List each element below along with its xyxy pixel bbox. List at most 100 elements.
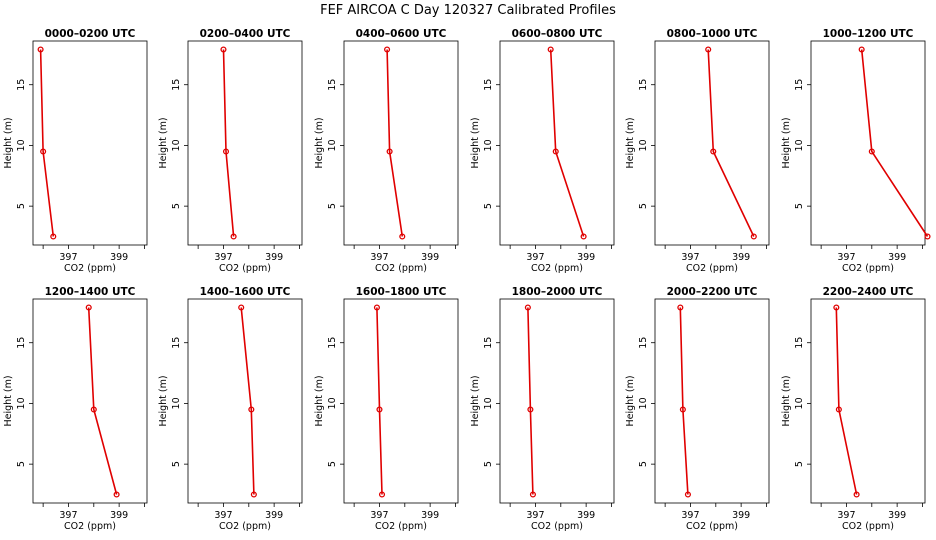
data-point [113, 491, 120, 498]
y-axis-label: Height (m) [314, 117, 325, 168]
x-axis-label: CO2 (ppm) [375, 521, 427, 532]
data-point [238, 304, 245, 311]
panel-title: 1400–1600 UTC [200, 286, 291, 298]
data-point [40, 148, 47, 155]
y-tick-label: 15 [638, 337, 649, 349]
x-tick-label: 397 [370, 510, 388, 521]
plot-frame [810, 40, 926, 246]
y-axis-label: Height (m) [3, 117, 14, 168]
y-tick-label: 15 [483, 79, 494, 91]
profile-line [549, 49, 585, 237]
profile-line [707, 49, 755, 237]
data-point [710, 148, 717, 155]
profile-line [527, 307, 534, 495]
plot-frame [654, 40, 770, 246]
data-point [399, 233, 406, 240]
y-tick-label: 10 [327, 397, 338, 409]
profile-line [39, 49, 55, 237]
x-tick-label: 397 [370, 252, 388, 263]
y-tick-label: 5 [16, 461, 27, 467]
chart-panel: 1000–1200 UTC 397 399 5 10 15 CO2 (ppm) Height … [781, 28, 931, 274]
data-point [50, 233, 57, 240]
panel-title: 1800–2000 UTC [512, 286, 603, 298]
profile-line [376, 307, 383, 495]
data-point [705, 46, 712, 53]
x-tick-label: 399 [888, 510, 906, 521]
y-tick-label: 5 [16, 203, 27, 209]
data-point [853, 491, 860, 498]
y-tick-label: 10 [327, 139, 338, 151]
y-tick-label: 15 [16, 337, 27, 349]
data-point [384, 46, 391, 53]
x-tick-label: 397 [837, 252, 855, 263]
x-tick-label: 399 [577, 510, 595, 521]
chart-panel: 2000–2200 UTC 397 399 5 10 15 CO2 (ppm) Height … [625, 286, 770, 532]
profile-line [240, 307, 255, 495]
data-point [378, 491, 386, 498]
y-tick-label: 5 [171, 203, 182, 209]
data-point [220, 46, 227, 53]
y-tick-label: 15 [794, 79, 805, 91]
y-axis-label: Height (m) [781, 375, 792, 426]
chart-panel: 0200–0400 UTC 397 399 5 10 15 CO2 (ppm) Height … [158, 28, 303, 274]
y-tick-label: 5 [171, 461, 182, 467]
y-axis-label: Height (m) [625, 375, 636, 426]
data-point [222, 148, 230, 155]
profile-line [860, 49, 929, 237]
chart-panel: 1200–1400 UTC 397 399 5 10 15 CO2 (ppm) Height … [3, 286, 148, 532]
data-point [85, 304, 92, 311]
x-tick-label: 397 [681, 510, 699, 521]
y-tick-label: 10 [171, 139, 182, 151]
y-axis-label: Height (m) [158, 117, 169, 168]
plot-frame [343, 298, 459, 504]
x-tick-label: 397 [526, 510, 544, 521]
y-tick-label: 5 [327, 461, 338, 467]
panel-grid: 0000–0200 UTC 397 399 5 10 15 CO2 (ppm) Height … [3, 28, 931, 532]
panel-title: 0400–0600 UTC [356, 28, 447, 40]
x-tick-label: 397 [59, 252, 77, 263]
y-axis-label: Height (m) [781, 117, 792, 168]
profile-line [386, 49, 404, 237]
y-tick-label: 10 [638, 397, 649, 409]
chart-panel: 1600–1800 UTC 397 399 5 10 15 CO2 (ppm) Height … [314, 286, 459, 532]
y-tick-label: 15 [794, 337, 805, 349]
x-tick-label: 399 [888, 252, 906, 263]
x-tick-label: 397 [681, 252, 699, 263]
data-point [858, 46, 865, 53]
data-point [376, 406, 383, 413]
data-point [373, 304, 380, 311]
plot-frame [810, 298, 926, 504]
x-axis-label: CO2 (ppm) [686, 263, 738, 274]
plot-frame [32, 40, 148, 246]
y-tick-label: 5 [638, 203, 649, 209]
data-point [37, 46, 44, 53]
y-tick-label: 10 [16, 139, 27, 151]
data-point [250, 491, 257, 498]
y-axis-label: Height (m) [314, 375, 325, 426]
y-tick-label: 10 [16, 397, 27, 409]
x-tick-label: 399 [732, 252, 750, 263]
y-tick-label: 15 [327, 79, 338, 91]
x-tick-label: 397 [526, 252, 544, 263]
data-point [547, 46, 554, 53]
y-axis-label: Height (m) [470, 375, 481, 426]
x-axis-label: CO2 (ppm) [842, 521, 894, 532]
x-axis-label: CO2 (ppm) [686, 521, 738, 532]
x-axis-label: CO2 (ppm) [219, 521, 271, 532]
chart-panel: 0600–0800 UTC 397 399 5 10 15 CO2 (ppm) Height … [470, 28, 615, 274]
panel-title: 0800–1000 UTC [667, 28, 758, 40]
y-tick-label: 10 [483, 139, 494, 151]
x-axis-label: CO2 (ppm) [531, 263, 583, 274]
x-tick-label: 399 [110, 510, 128, 521]
chart-panel: 0000–0200 UTC 397 399 5 10 15 CO2 (ppm) Height … [3, 28, 148, 274]
chart-panel: 1400–1600 UTC 397 399 5 10 15 CO2 (ppm) Height … [158, 286, 303, 532]
data-point [90, 406, 97, 413]
x-tick-label: 397 [214, 510, 232, 521]
x-tick-label: 397 [214, 252, 232, 263]
panel-title: 1200–1400 UTC [45, 286, 136, 298]
panel-title: 1600–1800 UTC [356, 286, 447, 298]
y-tick-label: 10 [794, 397, 805, 409]
data-point [248, 406, 255, 413]
panel-title: 0200–0400 UTC [200, 28, 291, 40]
